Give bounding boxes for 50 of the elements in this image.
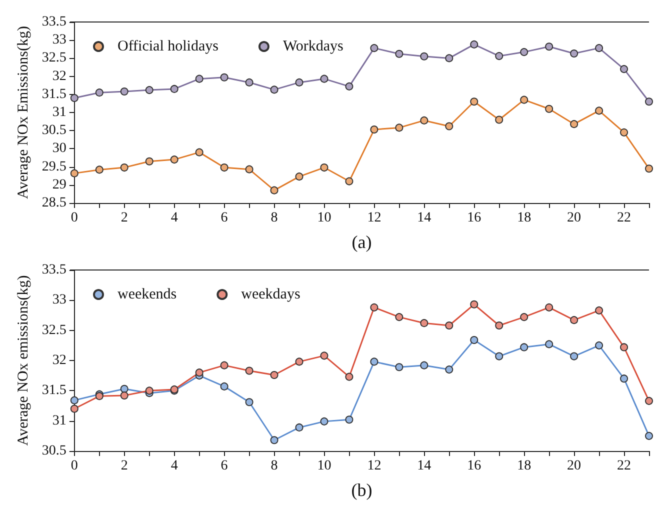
y-tick-label: 33.5 <box>42 14 66 30</box>
legend-label: Official holidays <box>118 38 219 54</box>
x-tick-label: 12 <box>367 458 382 474</box>
y-tick-label: 28.5 <box>42 196 66 210</box>
y-axis-title: Average NOx emissions(kg) <box>16 275 32 446</box>
y-tick-label: 31 <box>52 105 66 120</box>
x-tick-label: 0 <box>70 458 78 474</box>
y-tick-label: 33 <box>52 32 66 48</box>
y-axis-title: Average NOx Emissions(kg) <box>16 26 32 200</box>
y-tick-label: 33 <box>52 292 66 308</box>
x-tick-label: 0 <box>70 210 78 226</box>
x-tick-label: 16 <box>467 210 482 226</box>
x-tick-label: 10 <box>317 210 332 226</box>
y-tick-label: 29 <box>52 177 66 192</box>
y-tick-label: 32.5 <box>42 50 66 66</box>
y-tick-label: 32 <box>52 353 66 368</box>
y-tick-label: 30.5 <box>42 444 66 458</box>
legend-label: weekends <box>118 286 177 302</box>
y-tick-label: 33.5 <box>42 262 66 278</box>
x-tick-label: 8 <box>270 458 278 474</box>
x-axis-title: (a) <box>352 232 372 252</box>
x-tick-label: 6 <box>220 458 228 474</box>
y-tick-label: 32.5 <box>42 322 66 338</box>
legend-label: Workdays <box>282 38 344 54</box>
y-tick-label: 31 <box>52 413 66 428</box>
y-tick-label: 31.5 <box>42 86 66 102</box>
x-tick-label: 14 <box>417 458 432 474</box>
x-axis-title: (b) <box>351 480 372 500</box>
y-tick-label: 32 <box>52 68 66 84</box>
x-tick-label: 12 <box>367 210 382 226</box>
y-tick-label: 31.5 <box>42 383 66 398</box>
x-tick-label: 18 <box>517 210 532 226</box>
x-tick-label: 14 <box>417 210 432 226</box>
x-tick-label: 6 <box>220 210 228 226</box>
legend-label: weekdays <box>241 286 300 302</box>
x-tick-label: 2 <box>120 210 128 226</box>
y-tick-label: 29.5 <box>42 159 66 174</box>
x-tick-label: 18 <box>517 458 532 474</box>
x-tick-label: 16 <box>467 458 482 474</box>
x-tick-label: 8 <box>270 210 278 226</box>
y-tick-label: 30 <box>52 141 66 156</box>
x-tick-label: 20 <box>567 458 582 474</box>
x-tick-label: 4 <box>170 210 178 226</box>
x-tick-label: 22 <box>617 210 632 226</box>
x-tick-label: 22 <box>617 458 632 474</box>
x-tick-label: 2 <box>120 458 128 474</box>
x-tick-label: 20 <box>567 210 582 226</box>
x-tick-label: 10 <box>317 458 332 474</box>
y-tick-label: 30.5 <box>42 123 66 138</box>
x-tick-label: 4 <box>170 458 178 474</box>
